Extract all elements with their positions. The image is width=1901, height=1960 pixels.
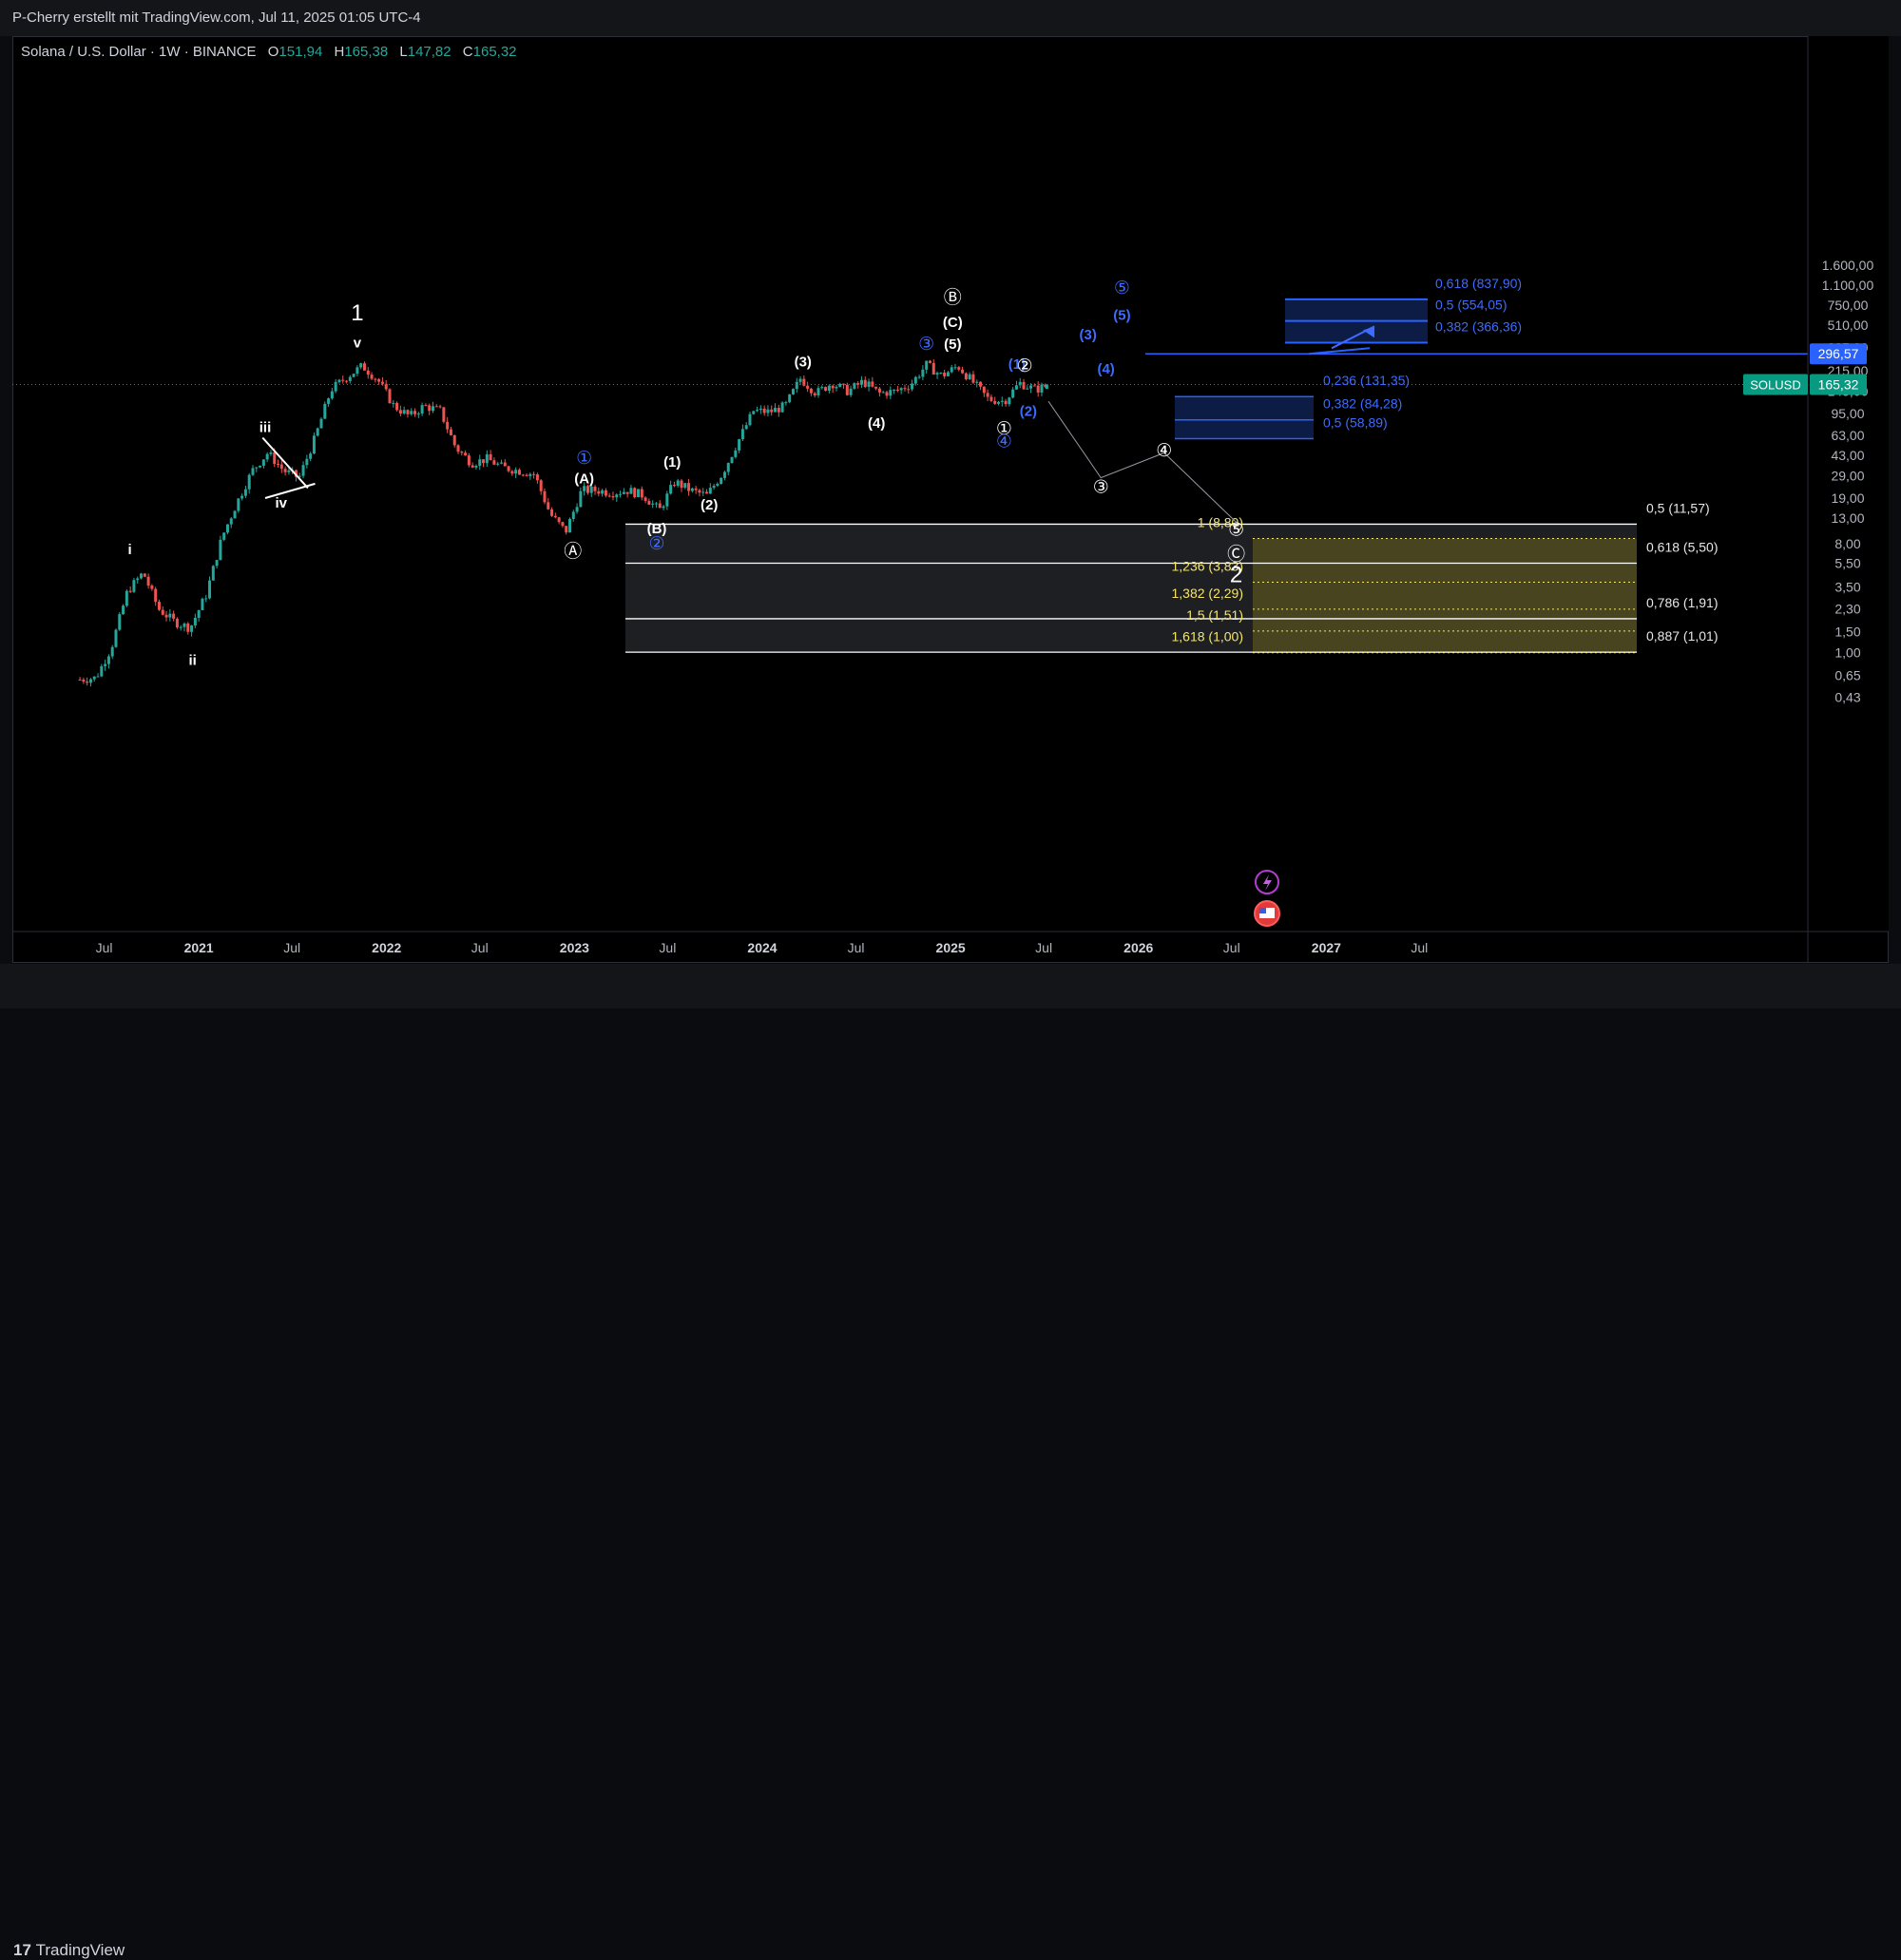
- ohlc-low-value: 147,82: [407, 44, 451, 60]
- currency-button[interactable]: USD: [1811, 42, 1883, 70]
- ohlc-open-value: 151,94: [278, 44, 323, 60]
- symbol-legend: Solana / U.S. Dollar · 1W · BINANCE O151…: [21, 44, 517, 60]
- symbol-title[interactable]: Solana / U.S. Dollar · 1W · BINANCE: [21, 44, 257, 60]
- ohlc-low-key: L: [399, 44, 408, 60]
- ohlc-close-value: 165,32: [472, 44, 517, 60]
- ohlc-high-value: 165,38: [344, 44, 389, 60]
- ohlc-open-key: O: [267, 44, 279, 60]
- ohlc-high-key: H: [334, 44, 345, 60]
- chart-credit: P-Cherry erstellt mit TradingView.com, J…: [12, 10, 421, 26]
- top-bar: P-Cherry erstellt mit TradingView.com, J…: [0, 0, 1901, 36]
- chart-area[interactable]: [12, 36, 1889, 963]
- tradingview-logo[interactable]: 17 TradingView: [13, 1941, 125, 1960]
- bottom-bar: 17 TradingView: [0, 964, 1901, 1959]
- tv-logo-icon: 17: [13, 1941, 36, 1959]
- ohlc-close-key: C: [462, 44, 473, 60]
- brand-name: TradingView: [35, 1941, 125, 1959]
